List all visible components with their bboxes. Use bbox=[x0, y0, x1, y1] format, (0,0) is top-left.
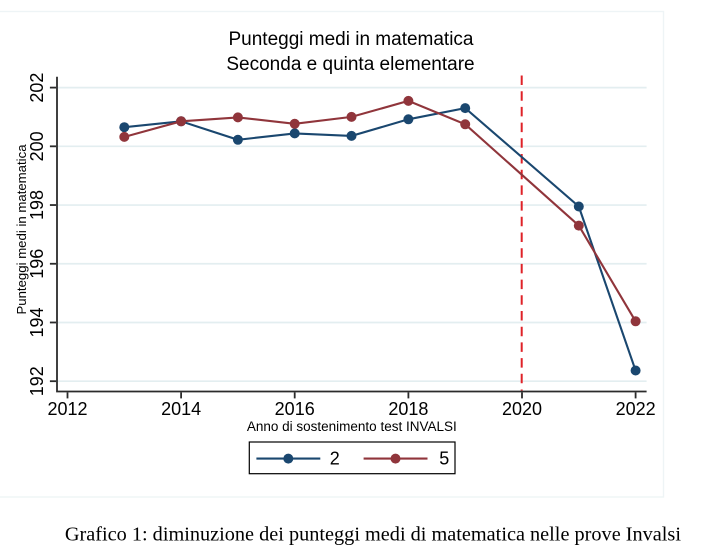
svg-text:202: 202 bbox=[27, 73, 47, 103]
svg-text:Anno di sostenimento test INVA: Anno di sostenimento test INVALSI bbox=[247, 419, 457, 434]
svg-text:Seconda e quinta elementare: Seconda e quinta elementare bbox=[226, 54, 474, 75]
svg-text:198: 198 bbox=[27, 190, 47, 220]
svg-text:194: 194 bbox=[27, 307, 47, 337]
svg-text:2020: 2020 bbox=[502, 399, 542, 419]
svg-text:2016: 2016 bbox=[275, 399, 315, 419]
svg-text:Punteggi medi in matematica: Punteggi medi in matematica bbox=[228, 29, 473, 50]
svg-text:5: 5 bbox=[439, 449, 449, 469]
svg-text:2018: 2018 bbox=[388, 399, 428, 419]
svg-text:Grafico 1: diminuzione dei pun: Grafico 1: diminuzione dei punteggi medi… bbox=[65, 523, 681, 545]
svg-text:2: 2 bbox=[330, 449, 340, 469]
svg-text:192: 192 bbox=[27, 366, 47, 396]
svg-text:2022: 2022 bbox=[616, 399, 656, 419]
svg-text:2014: 2014 bbox=[161, 399, 201, 419]
svg-text:200: 200 bbox=[27, 131, 47, 161]
svg-text:196: 196 bbox=[27, 249, 47, 279]
svg-text:Punteggi medi in matematica: Punteggi medi in matematica bbox=[14, 144, 29, 315]
svg-text:2012: 2012 bbox=[47, 399, 87, 419]
